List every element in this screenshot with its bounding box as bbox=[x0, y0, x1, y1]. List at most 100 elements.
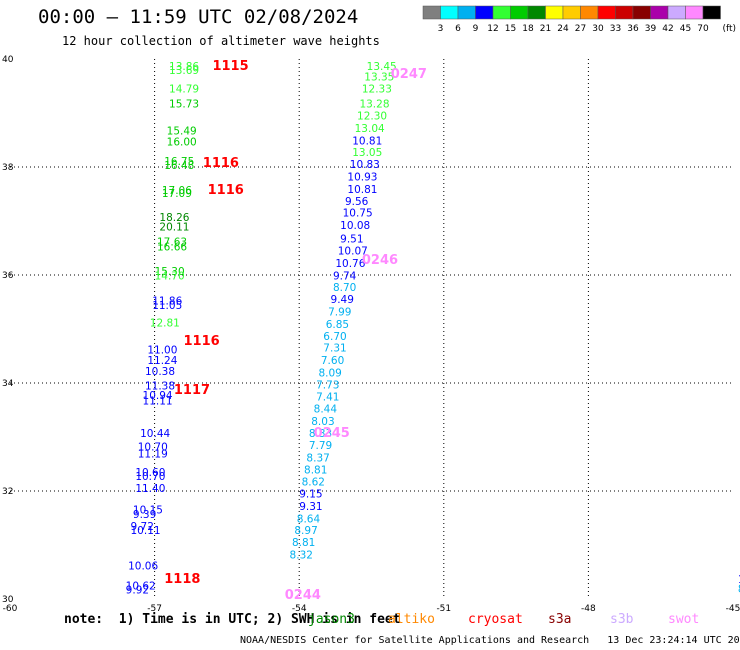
wave-height-label: 10.81 bbox=[352, 135, 382, 147]
wave-height-label: 6.70 bbox=[323, 331, 346, 343]
wave-height-label: 13.04 bbox=[355, 123, 385, 135]
overpass-time-label: 0245 bbox=[314, 426, 350, 441]
color-scale-tick-label: 70 bbox=[697, 24, 709, 34]
color-scale-swatch bbox=[562, 5, 581, 20]
y-tick-label: 32 bbox=[2, 487, 13, 497]
wave-height-label: 9.92 bbox=[126, 585, 149, 597]
wave-height-label: 7.41 bbox=[316, 391, 339, 403]
x-tick-label: -60 bbox=[3, 604, 18, 614]
wave-height-label: 9.56 bbox=[345, 196, 369, 208]
wave-height-label: 9.74 bbox=[333, 270, 357, 282]
color-scale-swatch bbox=[667, 5, 686, 20]
color-scale-tick-label: 42 bbox=[662, 24, 673, 34]
footer-note: note: 1) Time is in UTC; 2) SWH is in fe… bbox=[64, 612, 401, 627]
wave-height-label: 10.60 bbox=[135, 467, 165, 479]
color-scale-swatch bbox=[615, 5, 634, 20]
wave-height-label: 10.83 bbox=[350, 159, 380, 171]
wave-height-label: 8.3 bbox=[738, 584, 740, 596]
wave-height-label: 11.24 bbox=[147, 355, 177, 367]
wave-height-label: 8.33 bbox=[309, 428, 332, 440]
wave-height-label: 16.66 bbox=[157, 242, 187, 254]
color-scale-swatch bbox=[685, 5, 704, 20]
overpass-time-label: 0247 bbox=[391, 67, 427, 82]
satellite-label-swot: swot bbox=[668, 612, 700, 627]
wave-height-label: 8.32 bbox=[290, 550, 313, 562]
x-tick-label: -54 bbox=[292, 604, 307, 614]
wave-height-label: 8.81 bbox=[304, 465, 327, 477]
wave-height-label: 8.03 bbox=[311, 416, 334, 428]
overpass-time-label: 1118 bbox=[164, 572, 200, 587]
x-tick-label: -45 bbox=[726, 604, 740, 614]
x-tick-label: -57 bbox=[147, 604, 162, 614]
wave-height-label: 14.79 bbox=[169, 83, 199, 95]
wave-height-label: 10.76 bbox=[335, 258, 365, 270]
wave-height-label: 10.11 bbox=[131, 525, 161, 537]
wave-height-label: 11.05 bbox=[152, 300, 182, 312]
wave-height-label: 7.60 bbox=[321, 355, 344, 367]
color-scale-swatch bbox=[650, 5, 669, 20]
wave-height-label: 13.86 bbox=[169, 61, 199, 73]
wave-height-label: 12.30 bbox=[357, 110, 387, 122]
color-scale-unit: (ft) bbox=[723, 24, 737, 34]
wave-height-label: 17.09 bbox=[162, 188, 192, 200]
color-scale-swatch bbox=[440, 5, 459, 20]
overpass-time-label: 1116 bbox=[184, 334, 220, 349]
wave-height-label: 13.28 bbox=[359, 99, 389, 111]
wave-height-label: 8.44 bbox=[314, 404, 338, 416]
grid bbox=[10, 59, 733, 599]
y-tick-label: 38 bbox=[2, 163, 14, 173]
y-tick-label: 30 bbox=[2, 595, 14, 605]
wave-height-label: 20.11 bbox=[159, 222, 189, 234]
wave-height-label: 11.19 bbox=[138, 449, 168, 461]
wave-height-label: 11.38 bbox=[145, 380, 175, 392]
color-scale-swatch bbox=[527, 5, 546, 20]
wave-height-label: 12.81 bbox=[150, 317, 180, 329]
wave-height-label: 10.93 bbox=[347, 172, 377, 184]
wave-height-label: 9.49 bbox=[331, 294, 354, 306]
overpass-time-label: 0244 bbox=[285, 588, 321, 603]
wave-height-label: 8.09 bbox=[318, 368, 341, 380]
color-scale-swatch bbox=[545, 5, 564, 20]
wave-height-label: 14.70 bbox=[155, 270, 185, 282]
satellite-label-jason3: jason3 bbox=[308, 612, 355, 627]
wave-height-label: 11.00 bbox=[147, 344, 177, 356]
satellite-label-altiko: altiko bbox=[388, 612, 435, 627]
wave-height-label: 17.63 bbox=[157, 236, 187, 248]
overpass-time-label: 1116 bbox=[208, 183, 244, 198]
wave-height-label: 6.85 bbox=[326, 319, 349, 331]
wave-height-label: 10.70 bbox=[135, 471, 165, 483]
wave-height-label: 16.75 bbox=[164, 156, 194, 168]
wave-height-label: 13.35 bbox=[364, 72, 394, 84]
y-tick-label: 36 bbox=[2, 271, 14, 281]
wave-height-label: 13.45 bbox=[367, 61, 397, 73]
color-scale-tick-label: 39 bbox=[645, 24, 657, 34]
wave-height-label: 15.73 bbox=[169, 99, 199, 111]
y-tick-label: 40 bbox=[2, 55, 14, 65]
wave-height-label: 15.30 bbox=[155, 266, 185, 278]
satellite-label-s3b: s3b bbox=[610, 612, 634, 627]
wave-height-label: 10.08 bbox=[340, 220, 370, 232]
wave-height-label: 10.62 bbox=[126, 580, 156, 592]
wave-height-label: 9.39 bbox=[133, 509, 156, 521]
wave-height-label: 9.31 bbox=[299, 501, 322, 513]
time-labels: 1115 1116 1116 1116 1117 1118 0247 0246 0245 0244 bbox=[164, 59, 427, 603]
wave-height-label: 7.73 bbox=[316, 379, 339, 391]
wave-height-label: 9.51 bbox=[340, 234, 363, 246]
wave-height-label: 9.72 bbox=[131, 521, 154, 533]
wave-height-label: 15.49 bbox=[167, 126, 197, 138]
wave-height-label: 13.69 bbox=[169, 65, 199, 77]
wave-height-label: 10.70 bbox=[138, 442, 168, 454]
wave-height-label: 17.06 bbox=[162, 185, 192, 197]
wave-height-label: 8.64 bbox=[297, 513, 321, 525]
x-tick-label: -51 bbox=[436, 604, 451, 614]
color-scale-tick-label: 9 bbox=[473, 24, 479, 34]
wave-height-label: 10.44 bbox=[140, 428, 170, 440]
color-scale-tick-label: 30 bbox=[592, 24, 604, 34]
color-scale-tick-label: 6 bbox=[455, 24, 461, 34]
color-scale-swatch bbox=[475, 5, 494, 20]
color-scale-tick-label: 21 bbox=[540, 24, 551, 34]
wave-height-label: 16.00 bbox=[167, 136, 197, 148]
